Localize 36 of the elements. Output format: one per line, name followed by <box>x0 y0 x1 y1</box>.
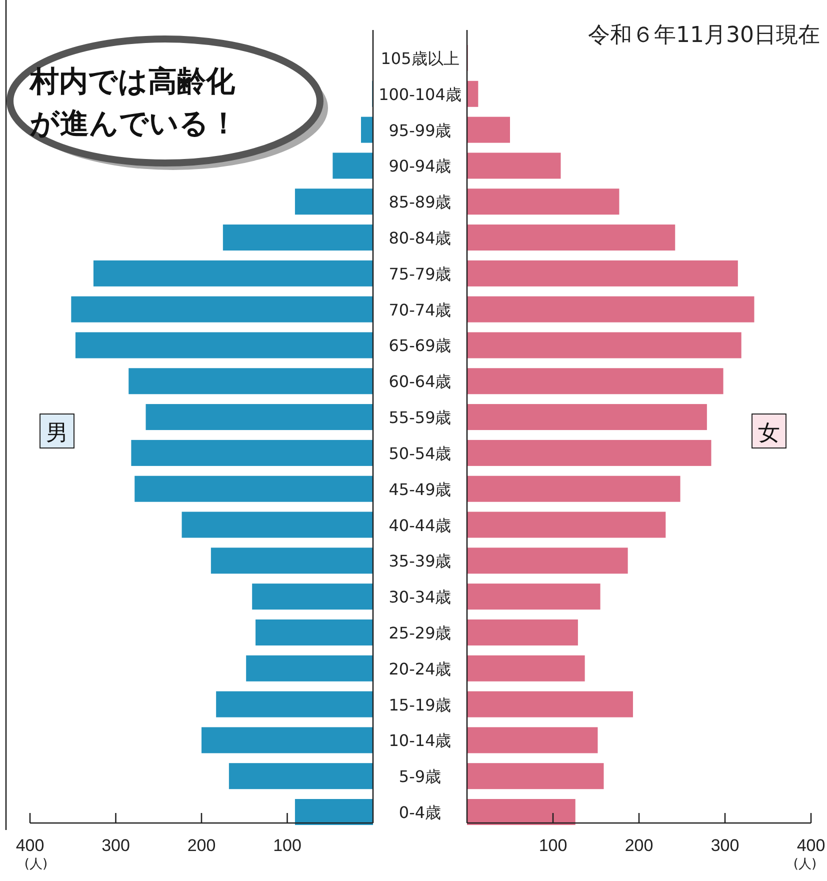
x-tick-label: 200 <box>624 836 654 855</box>
y-tick-label: 60-64歳 <box>388 372 452 392</box>
x-tick-label: 100 <box>273 836 302 855</box>
annotation: 村内では高齢化が進んでいる！ <box>30 63 239 142</box>
y-tick-label: 40-44歳 <box>388 516 452 535</box>
y-tick-label: 75-79歳 <box>388 264 452 284</box>
chart-subtitle: 令和６年11月30日現在 <box>588 23 820 48</box>
x-axis-title: (人) <box>24 857 48 872</box>
y-tick-label: 55-59歳 <box>388 408 452 428</box>
y-tick-label: 25-29歳 <box>388 623 452 642</box>
y-tick-label: 70-74歳 <box>388 300 452 320</box>
y-tick-label: 10-14歳 <box>388 731 452 750</box>
x-tick-label: 400 <box>796 836 826 855</box>
series-label: 女 <box>758 421 780 446</box>
y-tick-label: 90-94歳 <box>388 156 452 176</box>
y-tick-label: 15-19歳 <box>388 695 452 714</box>
y-tick-label: 20-24歳 <box>388 659 452 678</box>
x-tick-label: 300 <box>102 836 130 855</box>
x-tick-label: 300 <box>710 836 740 855</box>
text: 男 <box>46 421 68 446</box>
x-tick-label: 400 <box>16 836 44 855</box>
y-tick-label: 45-49歳 <box>388 480 452 499</box>
x-tick-label: 200 <box>187 836 216 855</box>
y-tick-label: 65-69歳 <box>388 336 452 356</box>
y-tick-label: 85-89歳 <box>388 192 452 212</box>
y-tick-label: 95-99歳 <box>388 120 452 140</box>
y-tick-label: 5-9歳 <box>398 767 442 786</box>
y-tick-label: 0-4歳 <box>398 803 442 822</box>
y-tick-label: 100-104歳 <box>378 84 462 104</box>
y-tick-label: 35-39歳 <box>388 552 452 571</box>
x-tick-label: 100 <box>538 836 568 855</box>
y-tick-label: 50-54歳 <box>388 444 452 463</box>
y-tick-label: 105歳以上 <box>380 49 460 68</box>
x-axis-title: (人) <box>793 857 817 872</box>
y-tick-label: 80-84歳 <box>388 228 452 248</box>
y-tick-label: 30-34歳 <box>388 588 452 607</box>
